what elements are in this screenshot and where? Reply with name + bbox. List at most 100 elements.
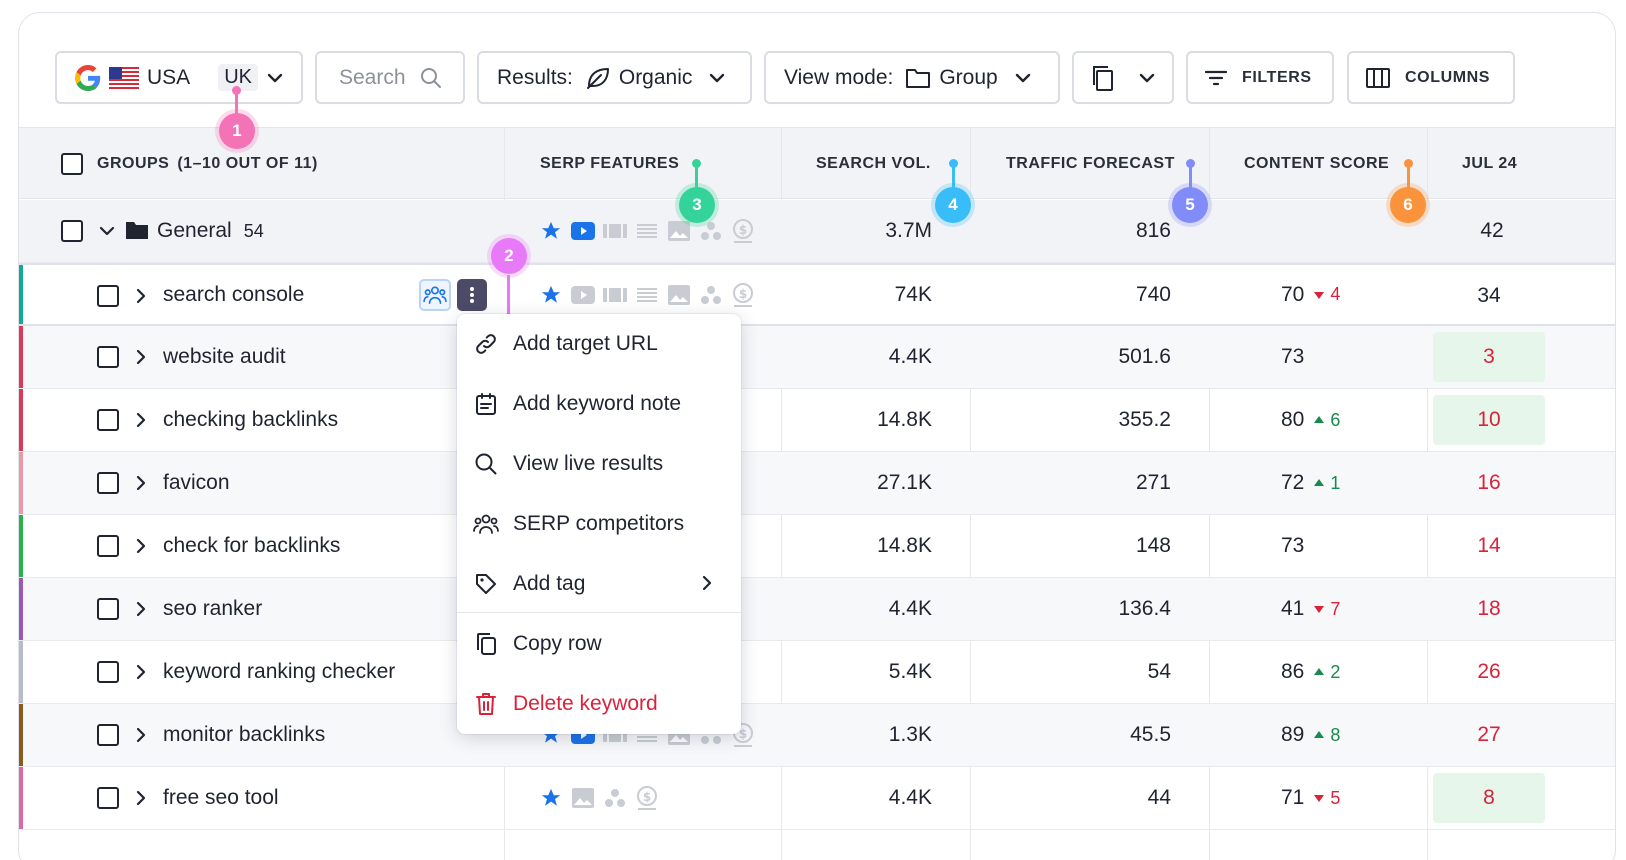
score-change-down: 5 <box>1314 788 1340 809</box>
chevron-down-icon[interactable] <box>99 224 115 238</box>
chevron-down-icon <box>1012 67 1034 89</box>
table-row[interactable]: check for backlinks 14.8K 148 73 14 <box>19 515 1615 578</box>
chevron-right-icon[interactable] <box>135 475 149 491</box>
serp-competitors-button[interactable] <box>419 279 451 311</box>
chevron-right-icon[interactable] <box>135 349 149 365</box>
group-jul: 42 <box>1480 219 1504 242</box>
keyword-cell[interactable]: search console <box>163 282 305 306</box>
traffic-forecast-cell: 271 <box>1135 471 1171 494</box>
marker-stem <box>1407 163 1410 189</box>
chevron-right-icon[interactable] <box>135 664 149 680</box>
results-selector[interactable]: Results: Organic <box>477 51 752 104</box>
keyword-cell[interactable]: monitor backlinks <box>163 723 326 746</box>
keyword-cell[interactable]: keyword ranking checker <box>163 660 396 683</box>
chevron-right-icon[interactable] <box>135 288 149 304</box>
row-checkbox[interactable] <box>97 724 119 746</box>
leaf-icon <box>585 66 611 90</box>
menu-item-add-keyword-note[interactable]: Add keyword note <box>457 374 741 434</box>
table-row[interactable]: website audit 4.4K 501.6 73 3 <box>19 326 1615 389</box>
row-checkbox[interactable] <box>97 409 119 431</box>
copy-menu-button[interactable] <box>1072 51 1174 104</box>
table-row[interactable]: search console $ 74K 740 70 4 34 <box>19 263 1615 326</box>
search-volume-cell: 74K <box>894 282 932 306</box>
content-score-value: 86 <box>1281 660 1305 683</box>
content-score-value: 72 <box>1281 471 1305 494</box>
menu-item-view-live-results[interactable]: View live results <box>457 434 741 494</box>
arrow-up-icon <box>1314 479 1325 486</box>
keyword-cell[interactable]: website audit <box>163 345 286 368</box>
copy-icon <box>473 631 499 657</box>
menu-item-add-tag[interactable]: Add tag <box>457 554 741 614</box>
score-change-up: 2 <box>1314 662 1340 683</box>
content-score-value: 89 <box>1281 723 1305 746</box>
table-row[interactable]: monitor backlinks $ 1.3K 45.5 89 8 27 <box>19 704 1615 767</box>
chevron-right-icon[interactable] <box>135 727 149 743</box>
content-score-header[interactable]: CONTENT SCORE <box>1244 155 1390 172</box>
menu-item-add-target-url[interactable]: Add target URL <box>457 314 741 374</box>
keywords-table-card: USA UK Search Results: Organic View mode… <box>18 12 1616 860</box>
menu-item-serp-competitors[interactable]: SERP competitors <box>457 494 741 554</box>
table-row[interactable]: favicon 27.1K 271 72 1 16 <box>19 452 1615 515</box>
search-volume-cell: 1.3K <box>888 723 932 746</box>
content-score-cell: 73 <box>1281 515 1304 577</box>
search-volume-header[interactable]: SEARCH VOL. <box>816 155 931 172</box>
columns-button[interactable]: COLUMNS <box>1347 51 1515 104</box>
chevron-right-icon[interactable] <box>135 412 149 428</box>
keyword-cell[interactable]: check for backlinks <box>163 534 341 557</box>
menu-label: Add target URL <box>513 332 658 355</box>
table-row[interactable]: seo ranker 4.4K 136.4 41 7 18 <box>19 578 1615 641</box>
carousel-icon <box>603 220 627 242</box>
table-row[interactable]: free seo tool $ 4.4K 44 71 5 8 <box>19 767 1615 830</box>
row-checkbox[interactable] <box>97 661 119 683</box>
row-checkbox[interactable] <box>97 787 119 809</box>
score-delta: 5 <box>1330 787 1341 808</box>
arrow-down-icon <box>1314 795 1325 802</box>
row-checkbox[interactable] <box>97 472 119 494</box>
score-delta: 2 <box>1330 661 1341 682</box>
group-keyword-count: 54 <box>243 220 264 241</box>
row-checkbox[interactable] <box>97 285 119 307</box>
view-mode-value: Group <box>939 65 998 89</box>
view-mode-label: View mode: <box>784 65 894 89</box>
row-checkbox[interactable] <box>97 535 119 557</box>
view-mode-selector[interactable]: View mode: Group <box>764 51 1060 104</box>
content-score-cell: 70 4 <box>1281 265 1340 324</box>
groups-header[interactable]: GROUPS (1–10 OUT OF 11) <box>97 128 318 200</box>
chevron-right-icon[interactable] <box>135 601 149 617</box>
menu-item-delete-keyword[interactable]: Delete keyword <box>457 674 741 734</box>
keyword-cell[interactable]: favicon <box>163 471 230 494</box>
table-header: GROUPS (1–10 OUT OF 11) SERP FEATURES SE… <box>19 127 1615 200</box>
content-score-cell: 86 2 <box>1281 641 1340 703</box>
kebab-menu-icon <box>470 287 474 303</box>
marker-dot <box>1404 159 1413 168</box>
menu-label: SERP competitors <box>513 512 685 535</box>
marker-stem <box>695 163 698 189</box>
marker-badge: 5 <box>1172 187 1208 223</box>
select-all-checkbox[interactable] <box>61 153 83 175</box>
marker-badge: 6 <box>1390 187 1426 223</box>
keyword-cell[interactable]: checking backlinks <box>163 408 339 431</box>
chevron-right-icon[interactable] <box>135 790 149 806</box>
keyword-cell[interactable]: free seo tool <box>163 786 279 809</box>
country-label: USA <box>147 65 191 89</box>
traffic-forecast-header[interactable]: TRAFFIC FORECAST <box>1006 155 1175 172</box>
traffic-forecast-cell: 501.6 <box>1118 345 1171 368</box>
menu-item-copy-row[interactable]: Copy row <box>457 614 741 674</box>
location-selector[interactable]: USA UK <box>55 51 303 104</box>
search-input[interactable]: Search <box>339 65 406 89</box>
search-field[interactable]: Search <box>315 51 465 104</box>
group-checkbox[interactable] <box>61 220 83 242</box>
table-row[interactable]: checking backlinks 14.8K 355.2 80 6 10 <box>19 389 1615 452</box>
group-row[interactable]: General 54 $ 3.7M 816 42 <box>19 200 1615 263</box>
jul-24-position-cell: 3 <box>1433 332 1545 382</box>
more-actions-button[interactable] <box>457 279 487 311</box>
filters-button[interactable]: FILTERS <box>1186 51 1334 104</box>
row-checkbox[interactable] <box>97 346 119 368</box>
chevron-right-icon[interactable] <box>135 538 149 554</box>
row-checkbox[interactable] <box>97 598 119 620</box>
jul-24-header[interactable]: JUL 24 <box>1462 155 1518 172</box>
score-delta: 8 <box>1330 724 1341 745</box>
serp-features-header[interactable]: SERP FEATURES <box>540 155 680 172</box>
table-row[interactable]: keyword ranking checker 5.4K 54 86 2 26 <box>19 641 1615 704</box>
keyword-cell[interactable]: seo ranker <box>163 597 263 620</box>
